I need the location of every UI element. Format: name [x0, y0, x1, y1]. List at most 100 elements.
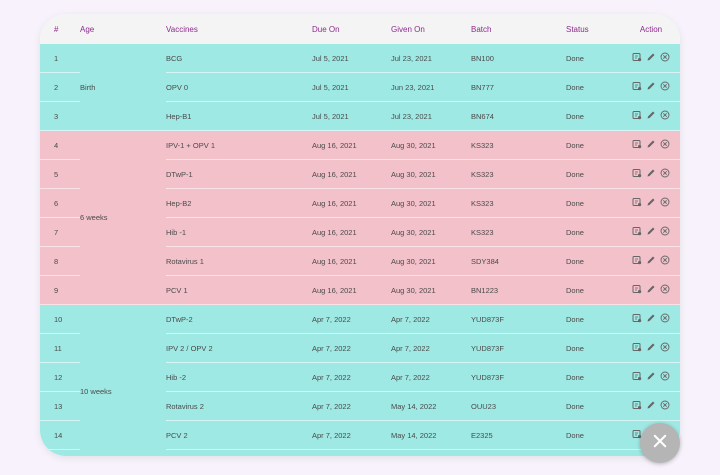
vaccine-name: Hib -2: [166, 362, 312, 392]
due-date: Apr 7, 2022: [312, 391, 391, 421]
cancel-button[interactable]: [660, 342, 670, 352]
edit-icon: [646, 284, 656, 294]
status-text: Done: [566, 188, 622, 218]
view-button[interactable]: [632, 342, 642, 352]
edit-icon: [646, 139, 656, 149]
vaccine-name: Hep-B1: [166, 101, 312, 131]
age-group-label: Birth: [80, 44, 166, 131]
view-icon: [632, 226, 642, 236]
status-text: Done: [566, 101, 622, 131]
view-button[interactable]: [632, 255, 642, 265]
status-text: Done: [566, 391, 622, 421]
row-actions: [622, 362, 680, 392]
header-batch: Batch: [471, 14, 566, 44]
vaccine-name: PCV 2: [166, 420, 312, 450]
given-date: May 14, 2022: [391, 391, 471, 421]
edit-button[interactable]: [646, 226, 656, 236]
view-button[interactable]: [632, 139, 642, 149]
view-button[interactable]: [632, 81, 642, 91]
vaccination-table: # Age Vaccines Due On Given On Batch Sta…: [40, 14, 680, 456]
status-text: Done: [566, 420, 622, 450]
edit-button[interactable]: [646, 168, 656, 178]
edit-icon: [646, 52, 656, 62]
due-date: Apr 7, 2022: [312, 333, 391, 363]
status-text: Done: [566, 333, 622, 363]
cancel-icon: [660, 168, 670, 178]
cancel-button[interactable]: [660, 139, 670, 149]
close-fab-button[interactable]: [640, 423, 680, 463]
cancel-icon: [660, 139, 670, 149]
row-number: 13: [40, 391, 80, 421]
header-status: Status: [566, 14, 622, 44]
edit-button[interactable]: [646, 81, 656, 91]
due-date: Aug 16, 2021: [312, 130, 391, 160]
cancel-button[interactable]: [660, 371, 670, 381]
vaccine-name: Rotavirus 1: [166, 246, 312, 276]
row-number: 14: [40, 420, 80, 450]
batch-number: SDY384: [471, 246, 566, 276]
table-row: 1 Birth BCG Jul 5, 2021 Jul 23, 2021 BN100 Don…: [40, 44, 680, 131]
view-button[interactable]: [632, 110, 642, 120]
edit-button[interactable]: [646, 255, 656, 265]
cancel-button[interactable]: [660, 226, 670, 236]
edit-icon: [646, 400, 656, 410]
table-header-row: # Age Vaccines Due On Given On Batch Sta…: [40, 14, 680, 44]
cancel-icon: [660, 110, 670, 120]
header-vaccines: Vaccines: [166, 14, 312, 44]
cancel-button[interactable]: [660, 313, 670, 323]
due-date: Aug 16, 2021: [312, 188, 391, 218]
vaccine-name: Hib -1: [166, 217, 312, 247]
view-icon: [632, 197, 642, 207]
vaccine-name: Rotavirus 2: [166, 391, 312, 421]
view-button[interactable]: [632, 313, 642, 323]
given-date: Apr 7, 2022: [391, 362, 471, 392]
edit-button[interactable]: [646, 371, 656, 381]
row-actions: [622, 72, 680, 102]
view-button[interactable]: [632, 226, 642, 236]
row-number: 8: [40, 246, 80, 276]
edit-button[interactable]: [646, 197, 656, 207]
view-button[interactable]: [632, 197, 642, 207]
cancel-button[interactable]: [660, 110, 670, 120]
given-date: Apr 7, 2022: [391, 304, 471, 334]
edit-button[interactable]: [646, 110, 656, 120]
due-date: Jul 5, 2021: [312, 72, 391, 102]
edit-button[interactable]: [646, 284, 656, 294]
cancel-button[interactable]: [660, 197, 670, 207]
given-date: Aug 30, 2021: [391, 188, 471, 218]
edit-icon: [646, 110, 656, 120]
vaccine-name: OPV 0: [166, 72, 312, 102]
cancel-button[interactable]: [660, 168, 670, 178]
edit-button[interactable]: [646, 342, 656, 352]
cancel-button[interactable]: [660, 255, 670, 265]
edit-button[interactable]: [646, 139, 656, 149]
view-button[interactable]: [632, 371, 642, 381]
edit-icon: [646, 168, 656, 178]
row-actions: [622, 217, 680, 247]
view-icon: [632, 284, 642, 294]
cancel-button[interactable]: [660, 284, 670, 294]
view-button[interactable]: [632, 400, 642, 410]
row-number: 5: [40, 159, 80, 189]
cancel-button[interactable]: [660, 52, 670, 62]
edit-button[interactable]: [646, 313, 656, 323]
view-button[interactable]: [632, 52, 642, 62]
given-date: Aug 30, 2021: [391, 217, 471, 247]
vaccine-name: Hep-B2: [166, 188, 312, 218]
age-group-label: 6 weeks: [80, 130, 166, 305]
due-date: Aug 16, 2021: [312, 159, 391, 189]
row-actions: [622, 188, 680, 218]
edit-button[interactable]: [646, 52, 656, 62]
cancel-icon: [660, 342, 670, 352]
view-button[interactable]: [632, 168, 642, 178]
vaccine-name: Hepatitis B3: [166, 449, 312, 456]
row-number: 9: [40, 275, 80, 305]
view-button[interactable]: [632, 284, 642, 294]
cancel-button[interactable]: [660, 81, 670, 91]
edit-icon: [646, 226, 656, 236]
cancel-button[interactable]: [660, 400, 670, 410]
cancel-icon: [660, 255, 670, 265]
status-text: Done: [566, 449, 622, 456]
vaccine-name: DTwP-2: [166, 304, 312, 334]
edit-button[interactable]: [646, 400, 656, 410]
